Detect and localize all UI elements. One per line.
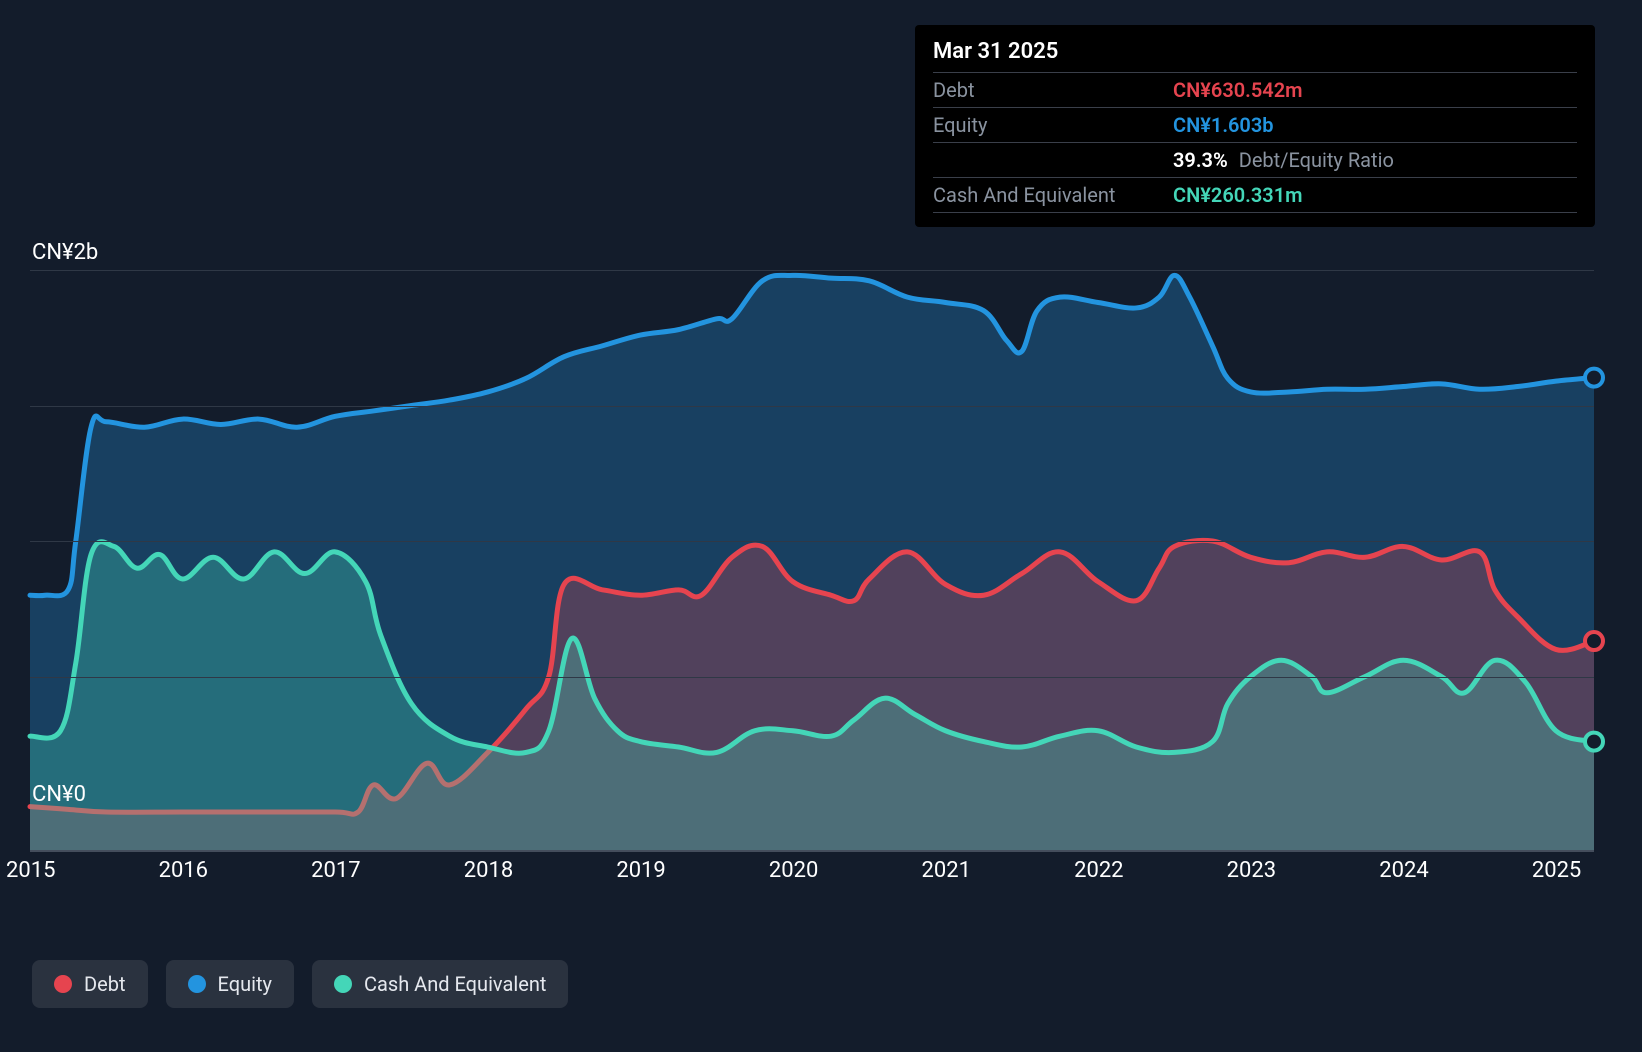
x-axis-label: 2021 [922,858,971,883]
chart-tooltip: Mar 31 2025 Debt CN¥630.542m Equity CN¥1… [915,25,1595,227]
y-axis-label: CN¥0 [32,782,86,807]
x-axis-label: 2024 [1379,858,1428,883]
chart-legend: Debt Equity Cash And Equivalent [32,960,568,1008]
series-endpoint-equity [1585,369,1603,387]
x-axis-label: 2025 [1532,858,1581,883]
tooltip-row-ratio: 39.3% Debt/Equity Ratio [933,142,1577,177]
tooltip-label: Debt [933,78,1173,102]
x-axis-label: 2022 [1074,858,1123,883]
tooltip-ratio-value: 39.3% [1173,148,1228,172]
x-axis-label: 2020 [769,858,818,883]
tooltip-ratio-label: Debt/Equity Ratio [1239,148,1394,172]
tooltip-row-debt: Debt CN¥630.542m [933,72,1577,107]
gridline [30,677,1594,678]
y-axis-label: CN¥2b [32,240,98,265]
chart-svg [30,270,1594,850]
x-axis-label: 2019 [616,858,665,883]
gridline [30,406,1594,407]
legend-item-equity[interactable]: Equity [166,960,294,1008]
series-endpoint-debt [1585,632,1603,650]
gridline [30,541,1594,542]
tooltip-row-cash: Cash And Equivalent CN¥260.331m [933,177,1577,213]
legend-label: Equity [218,972,272,996]
debt-equity-chart[interactable] [30,270,1594,850]
circle-icon [334,975,352,993]
legend-item-debt[interactable]: Debt [32,960,148,1008]
tooltip-date: Mar 31 2025 [933,39,1577,72]
gridline [30,270,1594,271]
x-axis-label: 2016 [159,858,208,883]
tooltip-label: Cash And Equivalent [933,183,1173,207]
legend-item-cash[interactable]: Cash And Equivalent [312,960,568,1008]
tooltip-label: Equity [933,113,1173,137]
x-axis-label: 2015 [6,858,55,883]
legend-label: Cash And Equivalent [364,972,546,996]
x-axis-label: 2023 [1227,858,1276,883]
tooltip-value: CN¥260.331m [1173,183,1303,207]
x-axis-label: 2018 [464,858,513,883]
circle-icon [188,975,206,993]
legend-label: Debt [84,972,126,996]
circle-icon [54,975,72,993]
tooltip-value: CN¥1.603b [1173,113,1274,137]
tooltip-value: CN¥630.542m [1173,78,1303,102]
series-endpoint-cash [1585,733,1603,751]
x-axis [30,850,1594,852]
tooltip-row-equity: Equity CN¥1.603b [933,107,1577,142]
x-axis-label: 2017 [311,858,360,883]
